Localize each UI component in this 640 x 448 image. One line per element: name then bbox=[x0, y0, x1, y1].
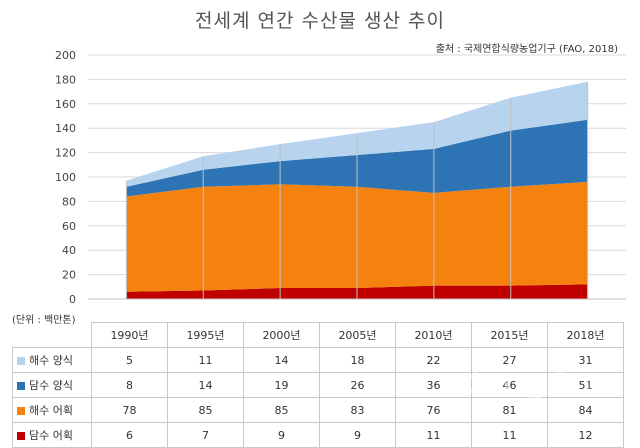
data-label: 26 bbox=[319, 372, 396, 398]
category-lines bbox=[125, 81, 589, 299]
chart-source: 출처 : 국제연합식량농업기구 (FAO, 2018) bbox=[435, 44, 618, 55]
table-row-label: 담수 어획 bbox=[12, 422, 92, 448]
data-label: 11 bbox=[167, 347, 244, 373]
legend-swatch bbox=[17, 382, 25, 390]
data-label: 85 bbox=[167, 397, 244, 423]
legend-swatch bbox=[17, 432, 25, 440]
data-label: 46 bbox=[471, 372, 548, 398]
y-tick-label: 40 bbox=[62, 244, 76, 257]
table-row: 해수 어획 78 85 85 83 76 81 84 bbox=[12, 397, 624, 423]
x-tick-label: 2000년 bbox=[243, 322, 320, 348]
table-row-label: 해수 어획 bbox=[12, 397, 92, 423]
data-label: 11 bbox=[471, 422, 548, 448]
data-label: 9 bbox=[319, 422, 396, 448]
legend-swatch bbox=[17, 357, 25, 365]
y-tick-label: 160 bbox=[55, 98, 76, 111]
x-tick-label: 2005년 bbox=[319, 322, 396, 348]
y-tick-label: 0 bbox=[69, 293, 76, 306]
legend-swatch bbox=[17, 407, 25, 415]
y-tick-label: 100 bbox=[55, 171, 76, 184]
table-row: 해수 양식 5 11 14 18 22 27 31 bbox=[12, 347, 624, 373]
y-tick-label: 60 bbox=[62, 220, 76, 233]
table-row-label: 해수 양식 bbox=[12, 347, 92, 373]
stacked-area-chart: 0 20 40 60 80 100 120 140 160 180 200 bbox=[55, 49, 626, 306]
watermark: dongA.com bbox=[458, 362, 640, 402]
chart-title: 전세계 연간 수산물 생산 추이 bbox=[195, 10, 445, 32]
table-row: 담수 어획 6 7 9 9 11 11 12 bbox=[12, 422, 624, 448]
x-tick-label: 1995년 bbox=[167, 322, 244, 348]
data-label: 85 bbox=[243, 397, 320, 423]
x-tick-label: 2010년 bbox=[395, 322, 472, 348]
data-label: 14 bbox=[243, 347, 320, 373]
data-label: 18 bbox=[319, 347, 396, 373]
data-label: 6 bbox=[91, 422, 168, 448]
data-label: 51 bbox=[547, 372, 624, 398]
table-row-label: 담수 양식 bbox=[12, 372, 92, 398]
x-tick-label: 2015년 bbox=[471, 322, 548, 348]
legend-entry: 해수 어획 bbox=[29, 404, 73, 417]
data-label: 19 bbox=[243, 372, 320, 398]
data-label: 76 bbox=[395, 397, 472, 423]
legend-entry: 해수 양식 bbox=[29, 354, 73, 367]
data-label: 9 bbox=[243, 422, 320, 448]
y-tick-label: 80 bbox=[62, 195, 76, 208]
data-label: 78 bbox=[91, 397, 168, 423]
data-label: 11 bbox=[395, 422, 472, 448]
y-tick-label: 200 bbox=[55, 49, 76, 62]
legend-entry: 담수 어획 bbox=[29, 429, 73, 442]
y-axis: 0 20 40 60 80 100 120 140 160 180 200 bbox=[55, 49, 626, 306]
y-tick-label: 120 bbox=[55, 147, 76, 160]
data-label: 22 bbox=[395, 347, 472, 373]
data-label: 7 bbox=[167, 422, 244, 448]
data-label: 14 bbox=[167, 372, 244, 398]
data-label: 81 bbox=[471, 397, 548, 423]
data-label: 12 bbox=[547, 422, 624, 448]
y-tick-label: 20 bbox=[62, 269, 76, 282]
y-tick-label: 180 bbox=[55, 73, 76, 86]
x-tick-label: 1990년 bbox=[91, 322, 168, 348]
data-label: 83 bbox=[319, 397, 396, 423]
table-row: 담수 양식 8 14 19 26 36 46 51 bbox=[12, 372, 624, 398]
data-label: 8 bbox=[91, 372, 168, 398]
unit-label: (단위 : 백만톤) bbox=[12, 315, 76, 326]
table-header-row: 1990년 1995년 2000년 2005년 2010년 2015년 2018년 bbox=[13, 322, 624, 348]
data-label: 5 bbox=[91, 347, 168, 373]
table-corner bbox=[13, 323, 92, 348]
legend-entry: 담수 양식 bbox=[29, 379, 73, 392]
x-tick-label: 2018년 bbox=[547, 322, 624, 348]
data-label: 27 bbox=[471, 347, 548, 373]
y-tick-label: 140 bbox=[55, 122, 76, 135]
